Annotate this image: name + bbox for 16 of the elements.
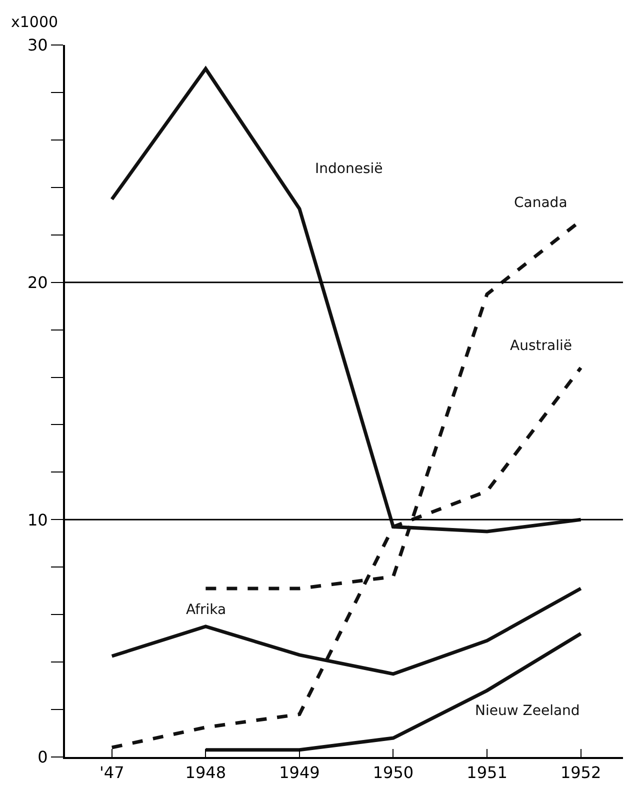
y-tick-label: 20 — [27, 272, 48, 292]
y-tick-label: 0 — [38, 748, 48, 767]
y-tick-label: 10 — [27, 510, 48, 530]
series-label: Australië — [510, 338, 572, 354]
x-tick-label: 1950 — [372, 763, 414, 782]
x-tick-label: 1948 — [185, 763, 226, 782]
x-tick-label: 1951 — [466, 763, 508, 782]
x-tick-label: 1952 — [560, 763, 602, 782]
text: Indonesië — [315, 161, 383, 177]
x-tick-label: 1949 — [279, 763, 320, 782]
x-tick-label: '47 — [100, 763, 124, 782]
series-label: Nieuw Zeeland — [475, 703, 580, 719]
y-tick-label: 30 — [27, 36, 48, 55]
y-axis-title: x1000 — [11, 13, 58, 31]
series-label: Canada — [514, 195, 568, 211]
series-label: Afrika — [186, 602, 226, 618]
